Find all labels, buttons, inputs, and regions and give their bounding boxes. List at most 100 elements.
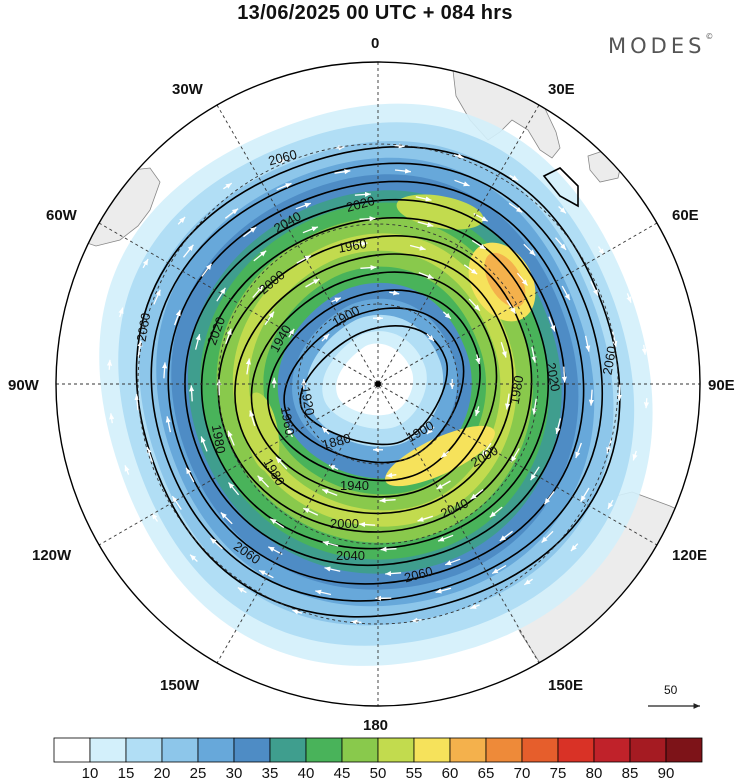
wind-arrow — [286, 428, 294, 438]
wind-arrow — [394, 168, 411, 174]
wind-arrow — [417, 221, 434, 228]
wind-arrow — [153, 289, 161, 305]
colorbar — [53, 737, 703, 763]
wind-arrow — [626, 293, 632, 303]
wind-arrow — [151, 512, 159, 522]
wind-arrow — [257, 475, 270, 488]
colorbar-swatch — [53, 737, 91, 763]
wind-arrow — [548, 316, 556, 332]
wind-arrow — [606, 437, 613, 454]
colorbar-tick-label: 65 — [477, 765, 495, 782]
wind-arrow — [171, 495, 182, 510]
map-field — [56, 62, 700, 706]
wind-arrow — [607, 499, 614, 510]
wind-arrow — [489, 506, 503, 518]
colorbar-tick-label: 10 — [81, 765, 99, 782]
wind-arrow — [275, 456, 288, 470]
wind-arrow — [510, 448, 520, 463]
wind-arrow — [415, 196, 432, 202]
wind-arrow — [570, 543, 579, 552]
colorbar-tick-label: 55 — [405, 765, 423, 782]
colorbar-swatch — [377, 737, 415, 763]
wind-arrow — [223, 182, 233, 190]
contour-label: 2020 — [344, 193, 376, 215]
wind-arrow — [225, 328, 232, 345]
wind-arrow — [194, 333, 201, 350]
map-border — [55, 61, 701, 707]
wind-arrow — [444, 558, 461, 566]
wind-arrow — [269, 518, 285, 529]
colorbar-tick-label: 90 — [657, 765, 675, 782]
wind-arrow — [418, 271, 434, 280]
wind-arrow — [165, 416, 172, 433]
wind-arrow — [385, 570, 402, 577]
contour-label: 2060 — [403, 563, 435, 585]
wind-arrow — [442, 311, 452, 320]
colorbar-swatch — [593, 737, 631, 763]
colorbar-tick-label: 60 — [441, 765, 459, 782]
wind-arrow — [561, 285, 571, 301]
wind-arrow — [177, 216, 186, 225]
wind-arrow — [575, 442, 583, 459]
wind-arrow — [612, 331, 618, 348]
wind-arrow — [295, 202, 312, 210]
wind-arrow — [523, 243, 536, 256]
wind-arrow — [394, 143, 405, 149]
wind-arrow — [305, 278, 320, 288]
colorbar-swatch — [89, 737, 127, 763]
wind-arrow — [134, 394, 140, 411]
wind-arrow — [292, 609, 303, 615]
wind-arrow — [109, 413, 115, 424]
colorbar-swatch — [341, 737, 379, 763]
wind-arrow — [276, 158, 286, 165]
colorbar-tick-label: 45 — [333, 765, 351, 782]
wind-arrow — [224, 208, 239, 219]
modes-logo: MODES© — [608, 32, 714, 58]
wind-arrow — [182, 244, 194, 258]
wind-arrow — [322, 488, 338, 497]
wind-arrow — [561, 366, 567, 383]
wind-arrow — [252, 285, 264, 299]
wind-vectors — [106, 143, 650, 625]
wind-arrow — [216, 287, 226, 302]
contour-label: 2040 — [336, 548, 365, 563]
wind-arrow — [173, 309, 181, 326]
wind-arrow — [249, 410, 256, 426]
wind-arrow — [555, 418, 562, 435]
wind-arrow — [302, 226, 319, 234]
wind-arrow — [588, 389, 594, 406]
colorbar-swatch — [233, 737, 271, 763]
wind-arrow — [258, 569, 274, 579]
wind-arrow — [509, 174, 519, 181]
colorbar-tick-label: 85 — [621, 765, 639, 782]
wind-arrow — [505, 393, 511, 410]
wind-arrow — [253, 250, 267, 262]
wind-arrow — [558, 206, 567, 214]
wind-arrow — [162, 362, 168, 379]
wind-arrow — [499, 530, 513, 542]
wind-arrow — [437, 534, 454, 542]
contour-label: 1980 — [507, 374, 527, 405]
contour-label: 2020 — [543, 361, 563, 392]
lon-label-150w: 150W — [160, 677, 200, 694]
colorbar-swatch — [305, 737, 343, 763]
wind-arrow — [470, 603, 480, 610]
wind-arrow — [616, 384, 623, 401]
wind-arrow — [426, 333, 435, 342]
lon-label-30w: 30W — [172, 81, 204, 98]
wind-arrow — [453, 153, 464, 159]
wind-arrow — [500, 342, 507, 358]
wind-arrow — [237, 587, 247, 594]
wind-arrow — [532, 398, 538, 415]
contour-label: 1960 — [337, 236, 368, 256]
wind-arrow — [243, 226, 257, 238]
colorbar-tick-label: 15 — [117, 765, 135, 782]
contour-label: 2000 — [330, 516, 359, 531]
contour-label: 2060 — [267, 146, 299, 168]
wind-arrow — [508, 202, 523, 213]
wind-arrow — [106, 359, 113, 370]
colorbar-swatch — [485, 737, 523, 763]
wind-arrow — [468, 298, 481, 312]
lon-label-90e: 90E — [708, 377, 735, 394]
wind-arrow — [470, 488, 484, 500]
